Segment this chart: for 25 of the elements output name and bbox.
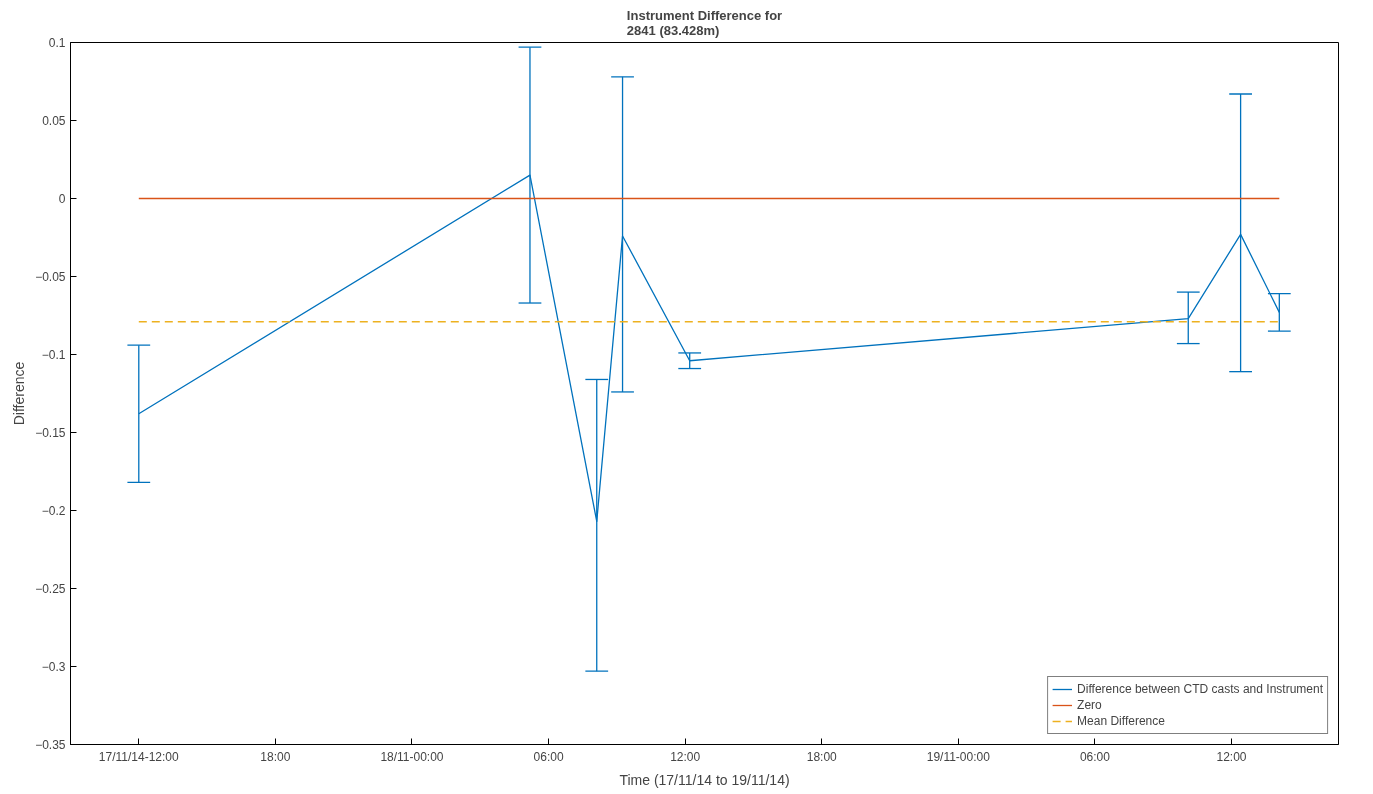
y-tick-label: −0.1: [41, 348, 66, 362]
y-tick-label: −0.3: [41, 660, 66, 674]
legend-label: Mean Difference: [1077, 713, 1165, 729]
x-axis-title: Time (17/11/14 to 19/11/14): [619, 771, 790, 788]
x-tick-label: 18:00: [260, 749, 291, 764]
x-tick-label: 18/11-00:00: [380, 749, 444, 764]
x-tick-label: 19/11-00:00: [926, 749, 991, 764]
y-axis-title: Difference: [11, 361, 28, 426]
x-tick-label: 06:00: [1079, 749, 1111, 764]
y-tick-label: 0.1: [48, 36, 66, 50]
legend-label: Zero: [1077, 697, 1102, 713]
x-tick-label: 18:00: [806, 749, 838, 764]
x-tick-label: 06:00: [533, 749, 564, 764]
y-tick-label: 0.05: [42, 114, 66, 128]
legend-label: Difference between CTD casts and Instrument: [1077, 681, 1323, 697]
y-tick-label: −0.35: [35, 738, 66, 752]
y-tick-label: −0.05: [35, 270, 66, 284]
y-tick-label: −0.25: [35, 582, 66, 596]
x-tick-label: 12:00: [1216, 749, 1247, 764]
x-tick-label: 17/11/14-12:00: [98, 749, 180, 764]
y-tick-label: 0: [58, 192, 66, 206]
y-tick-label: −0.15: [35, 426, 66, 440]
chart-title: Instrument Difference for 2841 (83.428m): [626, 7, 783, 38]
x-tick-label: 12:00: [670, 749, 701, 764]
y-tick-label: −0.2: [41, 504, 66, 518]
